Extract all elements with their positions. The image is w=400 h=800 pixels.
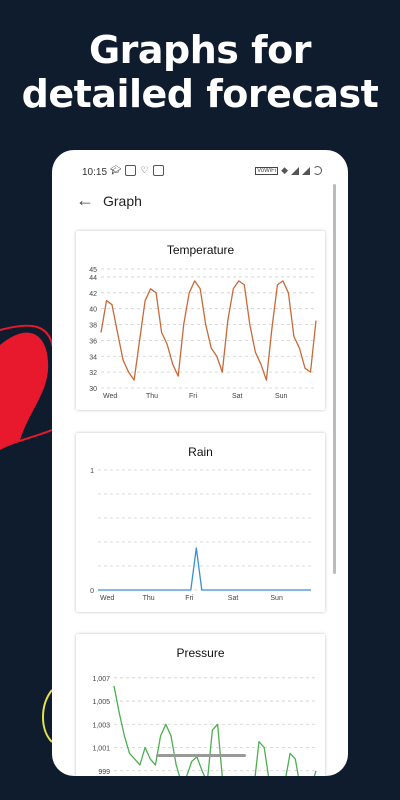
headline-line-2: detailed forecast <box>21 72 379 116</box>
promo-headline: Graphs for detailed forecast <box>0 28 400 116</box>
home-indicator[interactable] <box>156 754 246 757</box>
pressure-chart: 999 1,001 1,003 1,005 1,007 <box>92 676 317 776</box>
headline-line-1: Graphs for <box>88 28 312 72</box>
x-tick-label: Thu <box>146 393 158 400</box>
series-line <box>98 547 311 591</box>
x-tick-label: Fri <box>185 595 194 602</box>
y-tick-label: 0 <box>90 588 94 595</box>
x-tick-label: Thu <box>143 595 155 602</box>
y-tick-label: 44 <box>89 275 97 282</box>
y-tick-label: 1,001 <box>92 746 110 753</box>
status-bar: 10:15 🎓︎ ♡ VoWiFi ◆ <box>52 150 348 184</box>
y-tick-label: 40 <box>89 307 97 314</box>
app-notification-icon <box>152 165 164 176</box>
y-tick-label: 42 <box>89 291 97 298</box>
rain-card: Rain 0 1 Wed Thu Fri Sat Sun <box>76 433 325 612</box>
x-tick-label: Fri <box>189 393 198 400</box>
pressure-card: Pressure 999 1,001 1,003 1,005 1,007 <box>76 634 325 776</box>
heart-icon: ♡ <box>140 165 149 175</box>
status-time: 10:15 <box>82 167 108 178</box>
temperature-title: Temperature <box>166 243 235 257</box>
x-tick-label: Sat <box>232 393 243 400</box>
x-tick-label: Wed <box>103 393 117 400</box>
signal-icon-2 <box>302 166 310 175</box>
temperature-card: Temperature 30 32 34 36 38 40 42 44 45 Wed Thu Fri S… <box>76 231 325 410</box>
y-tick-label: 36 <box>89 338 97 345</box>
series-line <box>100 280 317 381</box>
system-status-icons: VoWiFi ◆ <box>255 165 322 176</box>
y-tick-label: 1 <box>90 468 94 475</box>
notification-icons: 🎓︎ ♡ <box>110 165 164 176</box>
x-tick-label: Sat <box>228 595 239 602</box>
y-tick-label: 34 <box>89 354 97 361</box>
document-icon <box>125 165 137 176</box>
rain-chart: 0 1 Wed Thu Fri Sat Sun <box>90 468 311 602</box>
y-tick-label: 30 <box>89 386 97 393</box>
x-tick-label: Wed <box>100 595 114 602</box>
y-tick-label: 999 <box>98 769 110 776</box>
x-tick-label: Sun <box>270 595 283 602</box>
y-tick-label: 1,007 <box>92 676 110 683</box>
signal-icon <box>291 166 299 175</box>
red-arc-shape-2 <box>0 429 53 449</box>
scrollbar[interactable] <box>333 184 336 574</box>
app-bar: ← Graph <box>52 186 348 218</box>
y-tick-label: 32 <box>89 370 97 377</box>
x-tick-label: Sun <box>275 393 288 400</box>
yellow-arc-shape <box>42 689 53 743</box>
vowifi-icon: VoWiFi <box>255 166 279 175</box>
arrow-left-icon[interactable]: ← <box>76 190 94 210</box>
page-title: Graph <box>103 193 142 209</box>
y-tick-label: 1,005 <box>92 699 110 706</box>
y-tick-label: 45 <box>89 267 97 274</box>
red-blob-shape <box>0 332 49 450</box>
wifi-icon: ◆ <box>281 165 288 175</box>
phone-screen: 10:15 🎓︎ ♡ VoWiFi ◆ ← Graph Temperature … <box>52 150 348 776</box>
graduation-cap-icon: 🎓︎ <box>110 165 122 175</box>
pressure-title: Pressure <box>176 646 225 660</box>
y-tick-label: 38 <box>89 323 97 330</box>
series-line <box>113 685 317 776</box>
rain-title: Rain <box>188 445 213 459</box>
y-tick-label: 1,003 <box>92 722 110 729</box>
battery-icon <box>313 166 322 175</box>
